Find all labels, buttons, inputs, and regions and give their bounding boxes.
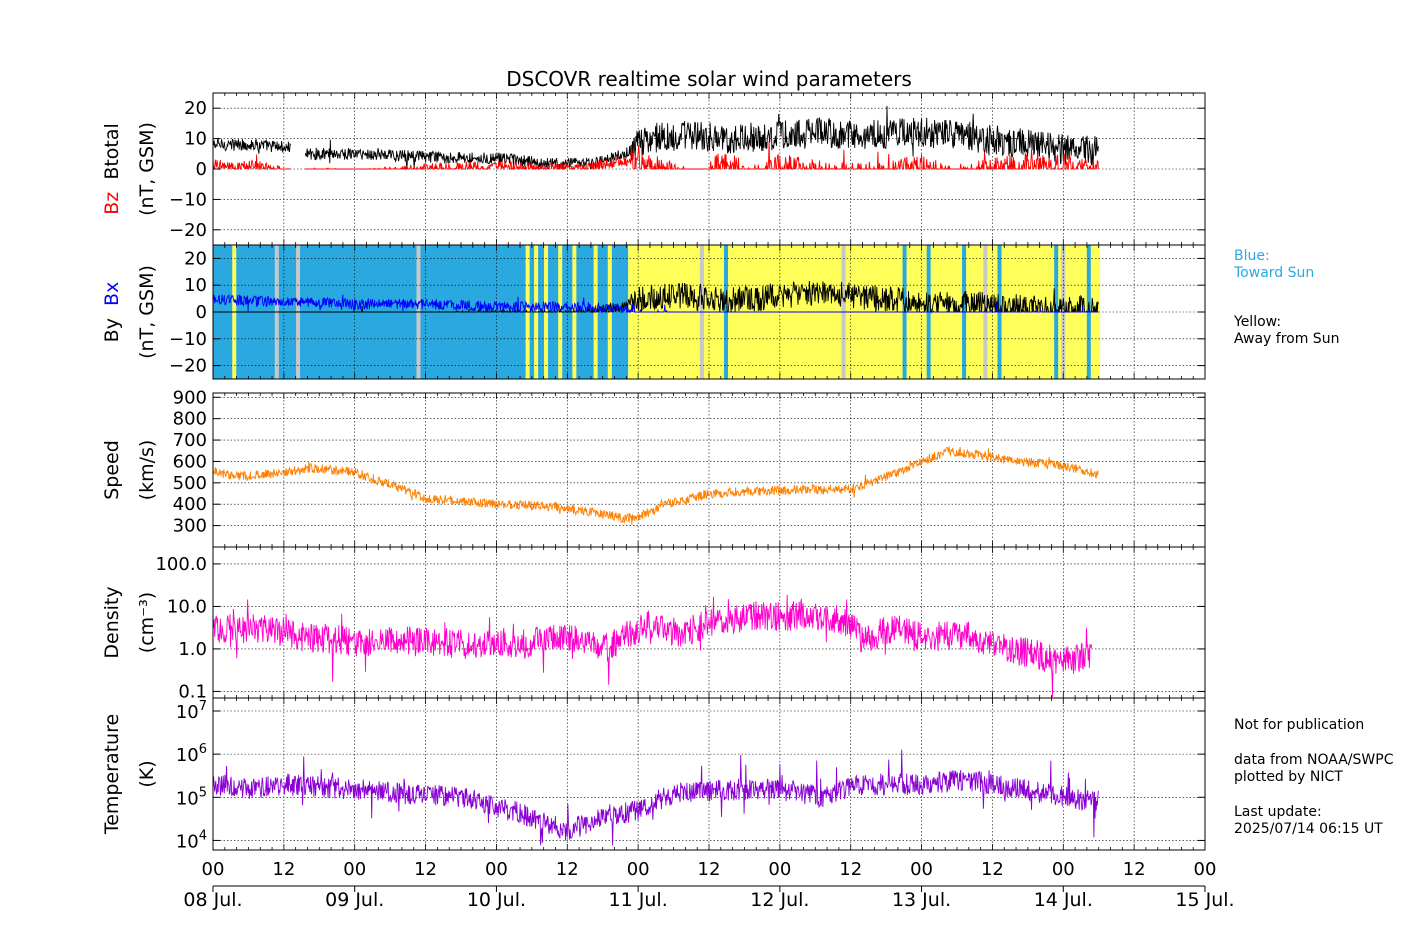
- y-tick-label: 800: [173, 409, 207, 430]
- y-tick-label: 900: [173, 387, 207, 408]
- y-axis-label: Speed: [101, 440, 123, 500]
- series-density-line: [213, 594, 1093, 698]
- y-tick-exponent: 6: [199, 742, 207, 757]
- x-day-label: 10 Jul.: [467, 889, 526, 911]
- x-hour-label: 00: [627, 859, 650, 880]
- chart-title: DSCOVR realtime solar wind parameters: [506, 67, 912, 91]
- x-day-label: 11 Jul.: [609, 889, 668, 911]
- y-tick-label: 100.0: [155, 554, 207, 575]
- y-tick-label: 700: [173, 430, 207, 451]
- not-for-publication-note: Not for publication: [1234, 717, 1365, 733]
- x-hour-label: 12: [1123, 859, 1146, 880]
- series-bx-line: [213, 293, 1099, 314]
- y-axis-label-part: Btotal: [101, 123, 123, 192]
- y-axis-label-part: Bz: [101, 192, 123, 215]
- series-by-line: [213, 280, 1099, 314]
- y-axis-label: Temperature: [101, 714, 123, 835]
- y-axis-label-part: Bx: [101, 282, 123, 306]
- series-btotal-line: [213, 105, 1099, 171]
- plotted-by-note: plotted by NICT: [1234, 769, 1343, 785]
- y-tick-label: 10: [184, 275, 207, 296]
- x-hour-label: 12: [981, 859, 1004, 880]
- series-speed-line: [213, 445, 1099, 525]
- y-axis-unit-label: (cm⁻³): [136, 592, 158, 653]
- legend-yellow-desc: Away from Sun: [1234, 331, 1340, 347]
- last-update-value: 2025/07/14 06:15 UT: [1234, 821, 1383, 837]
- y-tick-label: 0.1: [178, 681, 207, 702]
- y-tick-label: −10: [169, 329, 207, 350]
- y-tick-label: −10: [169, 189, 207, 210]
- last-update-label: Last update:: [1234, 804, 1322, 820]
- y-axis-unit-label: (nT, GSM): [136, 122, 158, 216]
- y-tick-label: 20: [184, 98, 207, 119]
- x-day-label: 14 Jul.: [1034, 889, 1093, 911]
- y-axis-label-part: Density: [101, 586, 123, 658]
- y-tick-label: 106: [176, 742, 207, 766]
- y-axis-label: Bz Btotal: [101, 123, 123, 215]
- x-day-label: 08 Jul.: [183, 889, 242, 911]
- y-tick-label: 300: [173, 516, 207, 537]
- y-axis-unit-label: (km/s): [136, 440, 158, 501]
- x-hour-label: 00: [1052, 859, 1075, 880]
- y-tick-exponent: 5: [199, 785, 207, 800]
- y-tick-label: 107: [176, 699, 207, 723]
- y-tick-label: 105: [176, 785, 207, 809]
- legend-blue-label: Blue:: [1234, 248, 1270, 264]
- y-axis-label-part: Temperature: [101, 714, 123, 835]
- x-day-label: 15 Jul.: [1175, 889, 1234, 911]
- x-hour-label: 00: [910, 859, 933, 880]
- x-day-label: 12 Jul.: [750, 889, 809, 911]
- x-hour-label: 00: [768, 859, 791, 880]
- y-tick-label: 600: [173, 451, 207, 472]
- y-tick-label: 0: [196, 302, 207, 323]
- y-axis-label: By Bx: [101, 282, 123, 343]
- y-axis-label-part: Speed: [101, 440, 123, 500]
- legend-blue-desc: Toward Sun: [1234, 265, 1315, 281]
- x-hour-label: 12: [556, 859, 579, 880]
- x-hour-label: 00: [343, 859, 366, 880]
- x-hour-label: 00: [1194, 859, 1217, 880]
- y-axis-label-part: By: [101, 306, 123, 342]
- y-tick-label: 400: [173, 494, 207, 515]
- series-bz-line: [213, 140, 1099, 171]
- y-tick-label: −20: [169, 220, 207, 241]
- x-hour-label: 00: [485, 859, 508, 880]
- data-source-note: data from NOAA/SWPC: [1234, 752, 1394, 768]
- y-axis-label: Density: [101, 586, 123, 658]
- y-tick-exponent: 7: [199, 699, 207, 714]
- y-tick-exponent: 4: [199, 828, 207, 843]
- x-hour-label: 12: [272, 859, 295, 880]
- x-day-label: 09 Jul.: [325, 889, 384, 911]
- x-day-label: 13 Jul.: [892, 889, 951, 911]
- y-tick-label: 20: [184, 248, 207, 269]
- x-hour-label: 12: [698, 859, 721, 880]
- y-tick-label: 10.0: [167, 596, 207, 617]
- x-hour-label: 00: [202, 859, 225, 880]
- y-tick-label: 500: [173, 473, 207, 494]
- y-tick-label: 104: [176, 828, 207, 852]
- y-tick-label: −20: [169, 356, 207, 377]
- y-tick-label: 10: [184, 129, 207, 150]
- y-axis-unit-label: (nT, GSM): [136, 265, 158, 359]
- panel-frame: [212, 697, 1206, 851]
- x-hour-label: 12: [414, 859, 437, 880]
- series-temperature-line: [213, 749, 1099, 846]
- y-tick-label: 0: [196, 159, 207, 180]
- legend-yellow-label: Yellow:: [1234, 314, 1282, 330]
- y-tick-label: 1.0: [178, 639, 207, 660]
- x-hour-label: 12: [839, 859, 862, 880]
- y-axis-unit-label: (K): [136, 760, 158, 787]
